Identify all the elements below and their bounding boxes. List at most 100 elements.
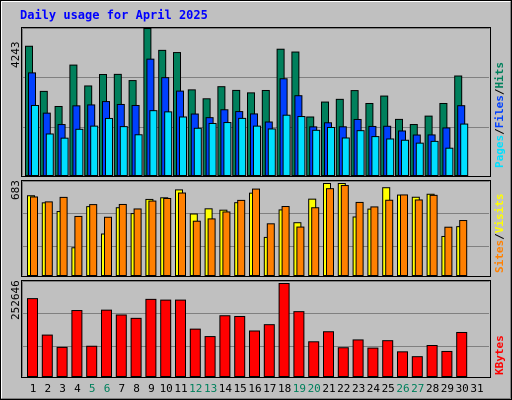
bar-pages-day-8: [134, 134, 143, 176]
bar-sites-day-27: [414, 199, 423, 276]
bar-pages-day-15: [238, 117, 247, 176]
legend-files: Files: [493, 95, 506, 128]
bar-kbytes-day-14: [219, 315, 231, 378]
legend-visits-sites: Sites/Visits: [493, 194, 506, 274]
bar-kbytes-day-15: [234, 315, 246, 377]
day-label-18: 18: [278, 382, 291, 395]
bar-pages-day-14: [223, 122, 232, 176]
bar-kbytes-day-8: [130, 317, 142, 378]
bar-kbytes-day-9: [145, 298, 157, 378]
bar-sites-day-14: [222, 211, 231, 276]
day-label-7: 7: [118, 382, 125, 395]
bar-sites-day-17: [266, 223, 275, 276]
day-label-22: 22: [337, 382, 350, 395]
bar-kbytes-day-30: [456, 331, 468, 378]
y-max-label-hits: 4243: [9, 42, 22, 69]
day-label-30: 30: [456, 382, 469, 395]
bar-kbytes-day-3: [56, 346, 68, 378]
bar-sites-day-28: [429, 194, 438, 276]
bar-sites-day-4: [74, 215, 83, 277]
legend-sep: /: [493, 88, 506, 95]
bar-kbytes-day-10: [160, 299, 172, 377]
bar-sites-day-18: [281, 206, 290, 277]
bar-sites-day-19: [296, 226, 305, 277]
bar-pages-day-17: [267, 128, 276, 177]
bar-kbytes-day-1: [27, 298, 38, 377]
day-axis-labels: 1 2 3 4 5 6 7 8 9 10 11 12 13 14 15 16 17 18 19 20 21 22 23 24 2…: [30, 382, 484, 395]
bar-pages-day-30: [460, 123, 469, 176]
day-label-11: 11: [174, 382, 187, 395]
bar-kbytes-day-26: [397, 351, 408, 378]
bar-sites-day-15: [237, 199, 246, 277]
bar-sites-day-3: [59, 196, 68, 277]
bar-kbytes-day-13: [204, 336, 216, 378]
bar-kbytes-day-29: [441, 350, 453, 378]
bar-sites-day-29: [444, 226, 453, 276]
bar-sites-day-25: [385, 199, 394, 276]
bar-pages-day-25: [386, 138, 395, 176]
bar-pages-day-29: [445, 147, 454, 176]
bar-sites-day-6: [104, 216, 112, 276]
svg-text:Pages/Files/Hits: Pages/Files/Hits: [493, 62, 506, 168]
day-label-31: 31: [470, 382, 483, 395]
bar-pages-day-1: [31, 104, 39, 176]
bar-kbytes-day-25: [382, 340, 394, 378]
day-label-13: 13: [204, 382, 217, 395]
bar-pages-day-21: [327, 126, 335, 177]
day-label-2: 2: [44, 382, 51, 395]
bar-sites-day-23: [355, 201, 364, 276]
legend-kbytes-text: KBytes: [493, 335, 506, 375]
bar-kbytes-day-16: [249, 330, 260, 378]
bar-pages-day-27: [415, 142, 424, 176]
bar-pages-day-9: [149, 110, 158, 176]
bar-kbytes-day-27: [411, 356, 423, 377]
bar-sites-day-5: [89, 204, 98, 277]
bar-sites-day-11: [178, 192, 186, 276]
day-label-8: 8: [133, 382, 140, 395]
bar-sites-day-12: [192, 220, 201, 276]
day-label-10: 10: [160, 382, 173, 395]
day-label-29: 29: [441, 382, 454, 395]
legend-sep: /: [493, 128, 506, 135]
day-label-17: 17: [263, 382, 276, 395]
bar-sites-day-16: [252, 188, 260, 276]
panel-hits-files-pages: [21, 27, 491, 177]
day-label-4: 4: [74, 382, 81, 395]
legend-hits-files-pages: Pages/Files/Hits: [493, 62, 506, 168]
day-label-3: 3: [59, 382, 66, 395]
bar-pages-day-6: [105, 117, 113, 176]
bar-pages-day-10: [164, 111, 173, 176]
day-label-24: 24: [367, 382, 381, 395]
bar-pages-day-12: [193, 127, 202, 176]
bar-pages-day-18: [282, 114, 291, 176]
bar-pages-day-7: [119, 126, 128, 177]
bar-sites-day-10: [163, 197, 172, 277]
legend-pages: Pages: [493, 135, 506, 168]
bar-kbytes-day-17: [263, 324, 275, 377]
legend-sites: Sites: [493, 240, 506, 273]
day-label-5: 5: [89, 382, 96, 395]
svg-text:Sites/Visits: Sites/Visits: [493, 194, 506, 274]
bar-sites-day-13: [207, 218, 216, 276]
bar-pages-day-2: [45, 133, 54, 177]
legend-hits: Hits: [493, 62, 506, 89]
bar-pages-day-5: [90, 125, 99, 177]
bar-sites-day-24: [370, 206, 379, 277]
bar-kbytes-day-5: [86, 345, 98, 378]
bar-sites-day-20: [311, 207, 320, 276]
legend-visits: Visits: [493, 194, 506, 234]
bar-pages-day-19: [297, 116, 306, 176]
bar-sites-day-7: [118, 203, 127, 276]
bar-sites-day-22: [340, 185, 349, 277]
bar-pages-day-16: [253, 125, 261, 177]
panel-visits-sites: [21, 180, 491, 277]
y-max-label-kbytes: 252646: [9, 280, 22, 320]
day-label-27: 27: [411, 382, 424, 395]
bar-pages-day-26: [401, 139, 409, 177]
bar-sites-day-26: [400, 194, 408, 276]
bar-pages-day-11: [179, 116, 187, 177]
bar-kbytes-day-19: [293, 311, 305, 378]
day-label-14: 14: [219, 382, 233, 395]
bar-pages-day-4: [75, 128, 84, 176]
